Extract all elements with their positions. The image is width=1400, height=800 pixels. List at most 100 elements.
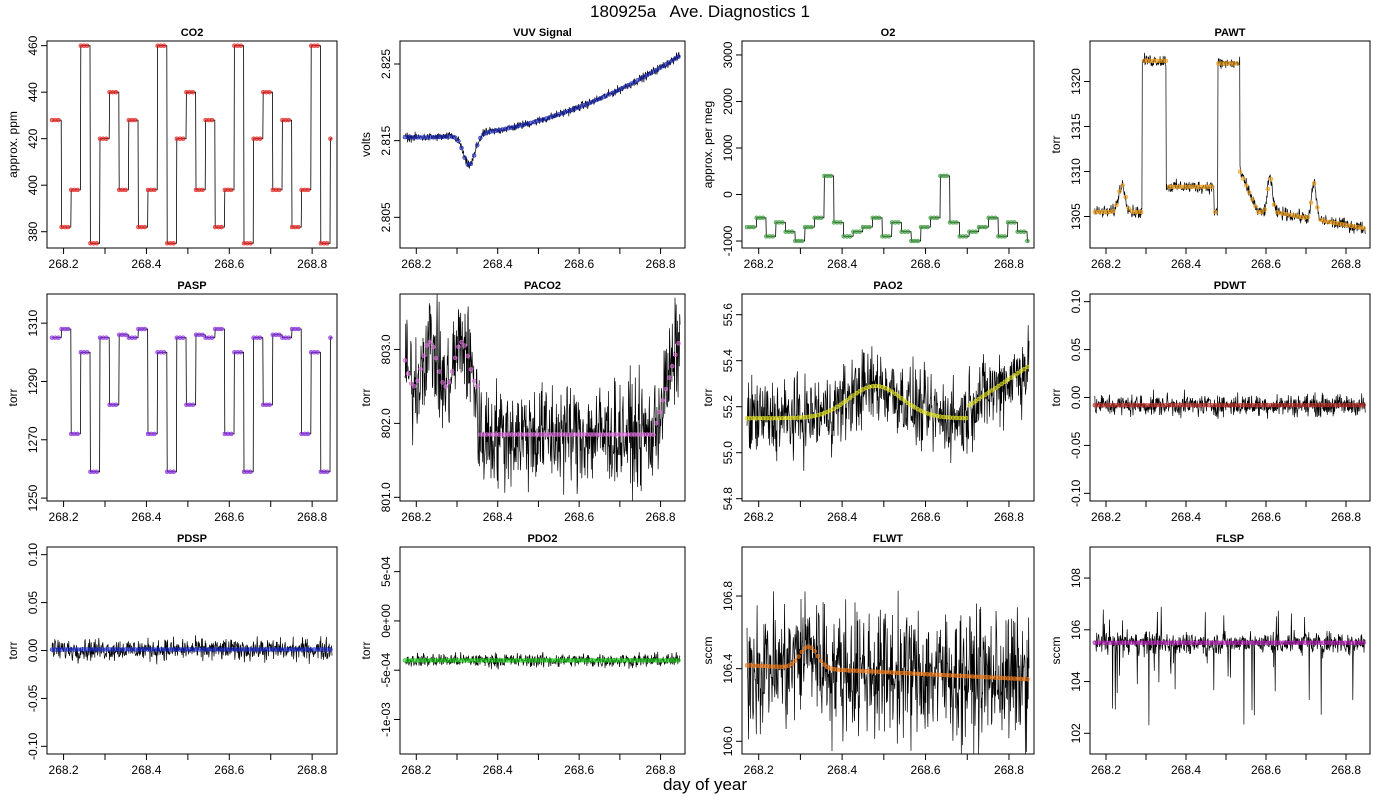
data-point — [992, 385, 998, 391]
data-point — [65, 224, 71, 230]
data-point — [970, 400, 975, 406]
plot-frame — [399, 40, 686, 249]
data-point — [809, 645, 814, 650]
y-tick-label: 102 — [1069, 723, 1083, 743]
y-tick-label: 54.8 — [721, 487, 735, 511]
x-tick-label: 268.2 — [1091, 510, 1121, 524]
data-point — [889, 389, 895, 394]
data-point — [1250, 197, 1255, 202]
panel-title: VUV Signal — [513, 27, 572, 39]
data-point — [190, 89, 196, 95]
data-point — [799, 649, 805, 655]
data-point — [1126, 206, 1132, 211]
data-point — [459, 339, 464, 345]
data-point — [973, 229, 979, 234]
data-point — [123, 187, 128, 193]
data-point — [751, 224, 756, 230]
x-tick-label: 268.8 — [1331, 510, 1361, 524]
data-point — [1012, 220, 1017, 225]
data-point — [847, 234, 853, 239]
y-tick-label: 0 — [721, 191, 735, 198]
data-point — [468, 367, 474, 372]
x-tick-label: 268.2 — [744, 763, 774, 777]
data-point — [676, 658, 681, 663]
plot-frame — [741, 40, 1035, 249]
data-point — [171, 469, 176, 475]
y-tick-label: 3000 — [721, 41, 735, 68]
data-point — [324, 241, 330, 246]
y-tick-label: 1315 — [1069, 113, 1083, 140]
panel-title: PDO2 — [528, 533, 558, 545]
data-point — [1021, 366, 1027, 372]
data-point — [1120, 183, 1125, 188]
data-point — [809, 224, 814, 230]
data-point — [673, 352, 678, 358]
data-point — [328, 335, 333, 340]
data-point — [267, 89, 272, 95]
data-point — [1021, 229, 1027, 234]
y-tick-label: -0.05 — [1069, 431, 1083, 459]
panel-title: PDSP — [177, 533, 207, 545]
panel-flwt: FLWT 268.2 268.4 268.6 268.8 106.0 106.4 106.8 s… — [701, 533, 1035, 777]
data-point — [56, 335, 61, 340]
data-point — [228, 431, 234, 437]
data-point — [944, 173, 950, 179]
y-tick-label: -1e-03 — [379, 702, 393, 737]
x-tick-label: 268.4 — [827, 510, 857, 524]
y-axis-label: volts — [359, 132, 373, 157]
data-point — [415, 378, 420, 384]
data-point — [449, 369, 455, 374]
series-line — [51, 635, 333, 665]
data-point — [209, 335, 215, 340]
x-tick-label: 268.4 — [483, 257, 513, 271]
data-point — [402, 358, 408, 363]
x-tick-label: 268.2 — [49, 510, 79, 524]
data-point — [219, 224, 224, 230]
data-point — [113, 402, 119, 408]
data-point — [1111, 208, 1116, 214]
data-point — [238, 43, 244, 48]
data-point — [654, 421, 659, 426]
data-point — [1305, 214, 1311, 220]
data-point — [1361, 402, 1366, 408]
data-point — [999, 381, 1004, 387]
data-point — [1237, 169, 1243, 174]
data-point — [1259, 209, 1264, 215]
data-point — [142, 224, 148, 230]
data-point — [238, 350, 244, 355]
data-point — [84, 43, 90, 48]
data-point — [1025, 364, 1030, 370]
data-point — [657, 409, 662, 415]
x-tick-label: 268.6 — [1251, 257, 1281, 271]
x-tick-label: 268.6 — [1251, 763, 1281, 777]
y-axis-label: torr — [1049, 135, 1063, 153]
plot-frame — [46, 40, 338, 249]
x-tick-label: 268.8 — [297, 510, 327, 524]
panel-pawt: PAWT 268.2 268.4 268.6 268.8 1305 1310 1315 1320… — [1049, 27, 1371, 271]
data-point — [976, 396, 982, 402]
data-point — [142, 326, 148, 332]
panel-pao2: PAO2 268.2 268.4 268.6 268.8 54.8 55.0 55.2 55.4… — [701, 280, 1035, 524]
plot-frame — [741, 293, 1035, 502]
y-tick-label: 1290 — [26, 368, 40, 395]
x-tick-label: 268.8 — [646, 257, 676, 271]
series-line — [1094, 606, 1366, 726]
data-point — [996, 383, 1001, 389]
data-point — [1262, 207, 1268, 212]
data-point — [1002, 234, 1008, 239]
panel-title: FLSP — [1216, 533, 1244, 545]
data-point — [440, 380, 445, 385]
panel-vuv-signal: VUV Signal 268.2 268.4 268.6 268.8 2.805 2.815… — [359, 27, 686, 271]
x-tick-label: 268.4 — [483, 763, 513, 777]
data-point — [963, 234, 969, 239]
data-point — [161, 350, 167, 355]
panel-pdwt: PDWT 268.2 268.4 268.6 268.8 -0.10 -0.05 0.00 0.… — [1049, 280, 1371, 524]
y-tick-label: -0.10 — [26, 732, 40, 760]
data-point — [452, 135, 458, 140]
data-point — [818, 658, 824, 664]
series-line — [1094, 389, 1366, 419]
x-tick-label: 268.2 — [401, 510, 431, 524]
data-point — [857, 229, 863, 234]
y-tick-label: 2000 — [721, 88, 735, 115]
x-tick-label: 268.2 — [1091, 257, 1121, 271]
